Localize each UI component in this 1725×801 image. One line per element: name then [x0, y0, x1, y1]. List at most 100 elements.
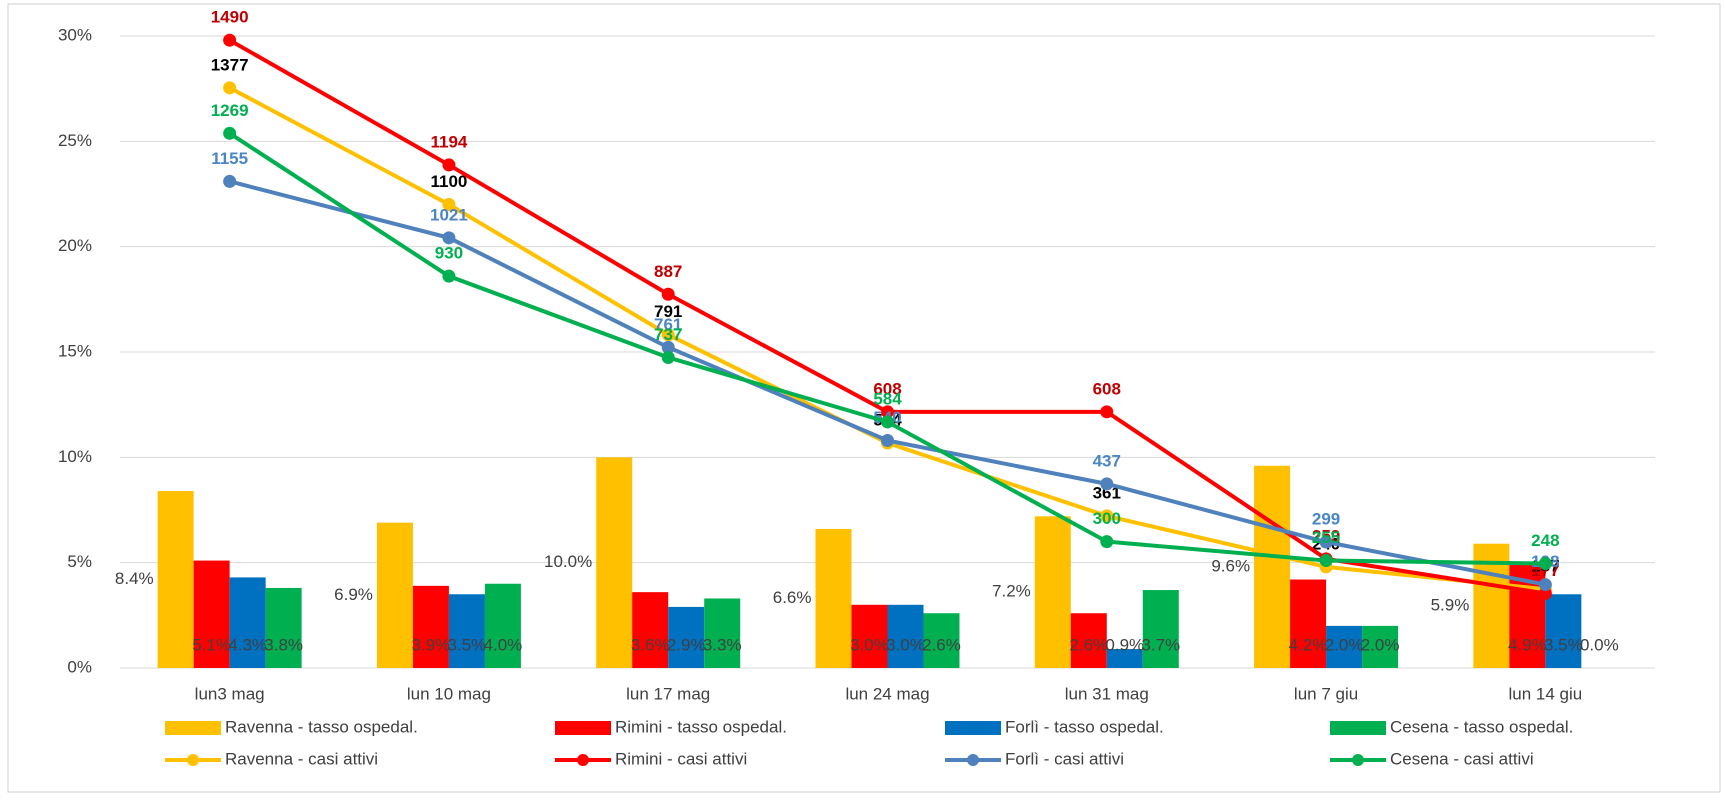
y-tick-label: 30% [58, 25, 92, 44]
bar [229, 577, 266, 668]
y-tick-label: 5% [67, 552, 92, 571]
bar [815, 528, 852, 668]
bar [193, 560, 230, 668]
legend-label: Cesena - casi attivi [1390, 749, 1534, 768]
line-value-label: 608 [1093, 379, 1121, 398]
bar [1362, 625, 1399, 668]
line-value-label: 887 [654, 262, 682, 281]
bar [1326, 625, 1363, 668]
line-marker [442, 198, 456, 212]
line-marker [661, 340, 675, 354]
bar-value-label: 3.6% [631, 635, 670, 654]
legend-swatch [577, 754, 589, 766]
bar [1290, 579, 1327, 668]
legend-swatch [555, 721, 611, 735]
bar-value-label: 2.6% [1069, 635, 1108, 654]
line-marker [223, 174, 237, 188]
bar-value-label: 4.3% [228, 635, 267, 654]
legend-label: Forlì - tasso ospedal. [1005, 717, 1164, 736]
legend-label: Forlì - casi attivi [1005, 749, 1124, 768]
line-marker [881, 405, 894, 419]
bar-value-label: 2.6% [922, 635, 961, 654]
line-marker [1538, 578, 1552, 592]
bar [1106, 649, 1143, 668]
x-tick-label: lun 7 giu [1294, 684, 1358, 703]
bar-value-label: 2.0% [1361, 635, 1400, 654]
x-tick-label: lun 31 mag [1065, 684, 1149, 703]
bar-value-label: 3.0% [850, 635, 889, 654]
line-value-label: 930 [435, 244, 463, 263]
bar [412, 585, 449, 668]
line-value-label: 177 [1531, 561, 1559, 580]
line-value-label: 1155 [211, 149, 248, 168]
bar-value-label: 5.1% [192, 635, 231, 654]
legend-swatch [967, 754, 979, 766]
bar-value-label: 3.8% [264, 635, 303, 654]
bar [1070, 613, 1107, 668]
legend-label: Ravenna - casi attivi [225, 749, 378, 768]
bar [596, 457, 633, 668]
bar [484, 583, 521, 668]
line-value-label: 299 [1312, 510, 1340, 529]
y-tick-label: 0% [67, 657, 92, 676]
bar-value-label: 4.0% [484, 635, 523, 654]
line-marker [1100, 477, 1114, 491]
x-tick-label: lun 24 mag [845, 684, 929, 703]
bar-value-label: 6.6% [773, 588, 812, 607]
y-tick-label: 20% [58, 236, 92, 255]
line-value-label: 1377 [211, 55, 249, 74]
legend-label: Rimini - casi attivi [615, 749, 747, 768]
legend-swatch [165, 721, 221, 735]
x-tick-label: lun3 mag [195, 684, 265, 703]
line-value-label: 1490 [211, 8, 249, 27]
bar-value-label: 4.2% [1289, 635, 1328, 654]
line-marker [442, 231, 456, 245]
line-marker [1538, 557, 1552, 571]
bar [704, 598, 741, 668]
bar-value-label: 6.9% [334, 585, 373, 604]
line-value-label: 1021 [430, 205, 468, 224]
line-marker [661, 350, 675, 364]
x-tick-label: lun 10 mag [407, 684, 491, 703]
line-marker [1100, 535, 1114, 549]
line-marker [223, 126, 237, 140]
bar [923, 613, 960, 668]
bar [851, 604, 888, 668]
bar-value-label: 8.4% [115, 569, 154, 588]
line-value-label: 1269 [211, 101, 249, 120]
legend-label: Cesena - tasso ospedal. [1390, 717, 1573, 736]
line-value-label: 437 [1093, 451, 1121, 470]
bar-value-label: 4.9% [1508, 635, 1547, 654]
bar [887, 604, 924, 668]
line-marker [881, 433, 894, 447]
bar-value-label: 3.0% [886, 635, 925, 654]
bar [1254, 465, 1291, 668]
bar-value-label: 3.5% [448, 635, 487, 654]
line-marker [442, 269, 456, 283]
legend-label: Ravenna - tasso ospedal. [225, 717, 418, 736]
line-value-label: 584 [873, 389, 902, 408]
bar-value-label: 3.5% [1544, 635, 1583, 654]
legend-swatch [187, 754, 199, 766]
line-marker [1319, 554, 1333, 568]
line-value-label: 1194 [430, 132, 467, 151]
legend-label: Rimini - tasso ospedal. [615, 717, 787, 736]
line-value-label: 255 [1312, 528, 1340, 547]
y-tick-label: 10% [58, 447, 92, 466]
y-tick-label: 25% [58, 131, 92, 150]
bar [265, 587, 302, 668]
bar [448, 594, 485, 668]
line-marker [1319, 535, 1333, 549]
bar [376, 522, 413, 668]
x-tick-label: lun 14 giu [1508, 684, 1582, 703]
legend-swatch [945, 721, 1001, 735]
bar [157, 491, 194, 668]
bar-value-label: 0.9% [1105, 635, 1144, 654]
line-marker [223, 81, 237, 95]
bar [632, 592, 669, 668]
bar-value-label: 10.0% [544, 552, 592, 571]
y-tick-label: 15% [58, 341, 92, 360]
bar-value-label: 2.9% [667, 635, 706, 654]
bar [1545, 594, 1582, 668]
